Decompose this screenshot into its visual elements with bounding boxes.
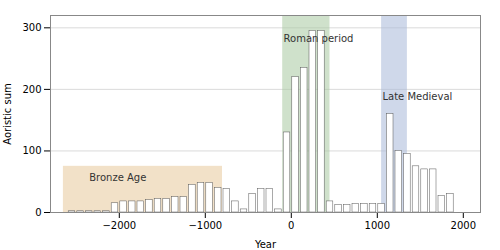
svg-text:Aoristic sum: Aoristic sum xyxy=(2,83,13,145)
svg-text:−1000: −1000 xyxy=(188,220,222,231)
svg-text:1000: 1000 xyxy=(365,220,390,231)
svg-text:Late Medieval: Late Medieval xyxy=(382,91,452,102)
svg-text:Bronze Age: Bronze Age xyxy=(89,172,146,183)
svg-text:Roman period: Roman period xyxy=(284,33,354,44)
svg-text:0: 0 xyxy=(35,207,41,218)
svg-text:200: 200 xyxy=(22,84,41,95)
svg-text:300: 300 xyxy=(22,22,41,33)
svg-text:−2000: −2000 xyxy=(102,220,136,231)
svg-text:100: 100 xyxy=(22,145,41,156)
svg-text:2000: 2000 xyxy=(451,220,476,231)
svg-text:0: 0 xyxy=(288,220,294,231)
svg-text:Year: Year xyxy=(254,239,277,250)
